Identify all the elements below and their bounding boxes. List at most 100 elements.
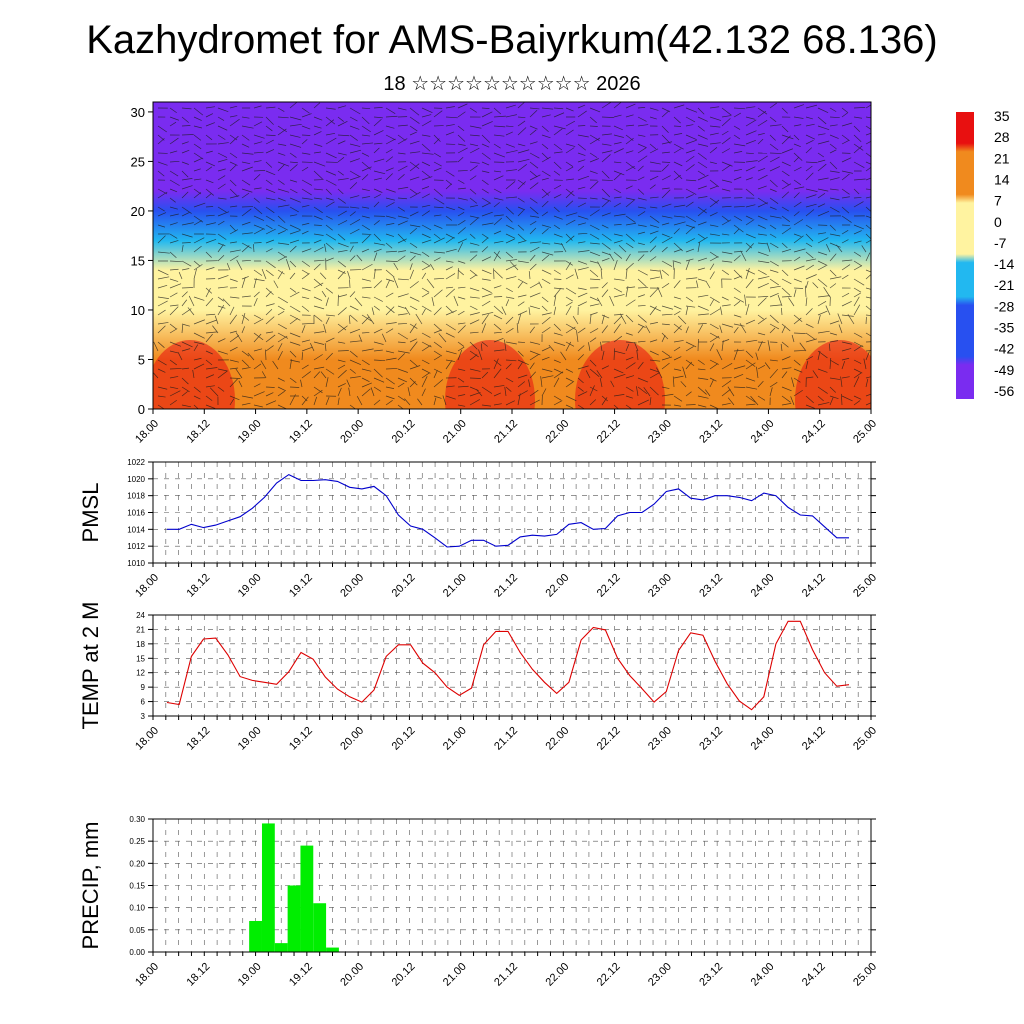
wind-arrow	[393, 262, 399, 271]
wind-arrow	[529, 125, 538, 130]
wind-arrow	[817, 188, 829, 192]
wind-arrow	[289, 214, 298, 217]
wind-arrow	[529, 152, 540, 159]
wind-arrow	[673, 170, 683, 180]
wind-arrow	[337, 369, 347, 379]
wind-arrow	[565, 161, 574, 167]
wind-arrow	[745, 204, 756, 208]
wind-arrow	[253, 215, 265, 221]
wind-arrow	[193, 107, 204, 116]
wind-arrow	[277, 107, 285, 112]
wind-arrow	[829, 224, 836, 231]
wind-arrow	[505, 299, 510, 307]
wind-arrow	[745, 269, 756, 275]
wind-arrow	[733, 228, 740, 235]
wind-arrow	[577, 175, 590, 181]
wind-arrow	[589, 224, 600, 231]
upper-air-x-tick-label: 22.00	[543, 418, 571, 446]
wind-arrow	[421, 233, 431, 239]
wind-arrow	[673, 356, 682, 361]
wind-arrow	[577, 143, 587, 151]
wind-arrow	[397, 186, 409, 190]
wind-arrow	[637, 107, 646, 109]
wind-arrow	[829, 116, 840, 119]
wind-arrow	[661, 246, 668, 253]
wind-arrow	[409, 338, 417, 343]
wind-arrow	[613, 148, 624, 154]
wind-arrow	[709, 199, 720, 208]
wind-arrow	[229, 164, 237, 172]
wind-arrow	[493, 170, 502, 173]
wind-arrow	[661, 189, 671, 199]
wind-arrow	[301, 152, 311, 155]
wind-arrow	[721, 164, 731, 172]
wind-arrow	[325, 314, 335, 317]
warm-surface-spots	[153, 340, 871, 409]
wind-arrow	[253, 278, 257, 289]
wind-arrow	[793, 278, 803, 283]
wind-arrow	[457, 170, 468, 172]
wind-arrow	[553, 341, 566, 346]
upper-air-x-tick-label: 19.12	[287, 418, 315, 446]
wind-arrow	[265, 345, 274, 352]
wind-arrow	[577, 377, 584, 384]
wind-arrow	[493, 359, 502, 367]
wind-arrow	[541, 326, 551, 334]
wind-arrow	[404, 398, 411, 406]
wind-arrow	[324, 343, 327, 352]
wind-arrow	[672, 260, 675, 271]
wind-arrow	[781, 269, 789, 277]
wind-arrow	[265, 188, 276, 194]
wind-arrow	[685, 215, 697, 223]
wind-arrow	[625, 222, 637, 226]
wind-arrow	[696, 280, 699, 289]
wind-arrow	[181, 291, 188, 298]
wind-arrow	[817, 177, 829, 181]
wind-arrow	[829, 161, 838, 170]
wind-arrow	[469, 341, 478, 350]
wind-arrow	[505, 276, 517, 280]
wind-arrow	[769, 152, 782, 154]
wind-arrow	[625, 197, 635, 200]
wind-arrow	[853, 260, 863, 267]
wind-arrow	[817, 295, 830, 298]
wind-arrow	[301, 364, 309, 370]
wind-arrow	[661, 175, 671, 181]
wind-arrow	[433, 277, 445, 280]
wind-arrow	[157, 404, 165, 409]
wind-arrow	[805, 172, 814, 181]
wind-arrow	[517, 116, 526, 119]
warm-spot	[795, 340, 871, 409]
wind-arrow	[529, 206, 539, 215]
wind-arrow	[301, 260, 311, 267]
wind-arrow	[517, 381, 526, 388]
wind-arrow	[229, 188, 239, 197]
wind-arrow	[313, 354, 323, 361]
wind-arrow	[577, 232, 588, 235]
wind-arrow	[289, 116, 302, 121]
wind-arrow	[205, 239, 217, 244]
wind-arrow	[373, 368, 383, 378]
wind-arrow	[277, 386, 286, 392]
wind-arrow	[320, 371, 327, 379]
wind-arrow	[529, 182, 539, 190]
wind-arrow	[697, 404, 707, 408]
wind-arrow	[613, 125, 623, 131]
wind-arrow	[181, 185, 193, 190]
wind-arrow	[661, 356, 673, 361]
wind-arrow	[373, 147, 380, 154]
wind-arrow	[313, 143, 323, 147]
precip-x-tick-label: 19.00	[236, 961, 264, 989]
wind-arrow	[313, 224, 322, 226]
wind-arrow	[721, 362, 733, 370]
wind-arrow	[709, 106, 720, 109]
wind-arrow	[613, 170, 625, 176]
wind-arrow	[409, 305, 418, 311]
wind-arrow	[637, 211, 646, 217]
wind-arrow	[865, 351, 870, 361]
wind-arrow	[673, 280, 681, 289]
wind-arrow	[313, 396, 318, 406]
wind-arrow	[769, 102, 777, 109]
wind-arrow	[637, 206, 646, 209]
wind-arrow	[253, 187, 262, 190]
